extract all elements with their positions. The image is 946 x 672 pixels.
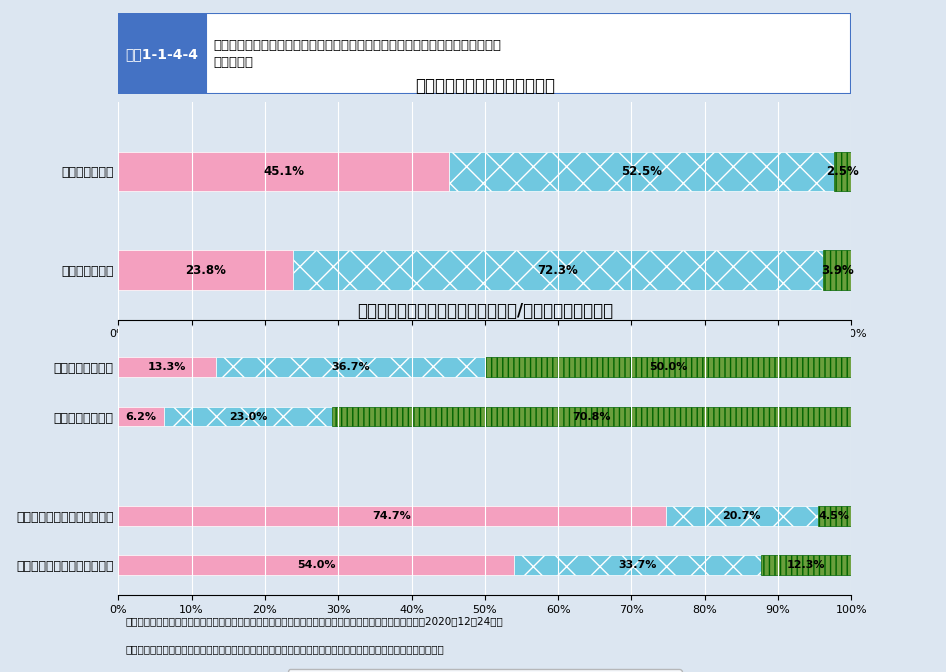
Text: 23.8%: 23.8% bbox=[185, 263, 226, 277]
Legend: オンライン教育を受けている, オンライン教育を受けていない, 分からない: オンライン教育を受けている, オンライン教育を受けていない, 分からない bbox=[329, 406, 640, 427]
Text: オンライン教育（小・中学生）とオンライン授業の受講状況（高校生／大学生・
大学院生）: オンライン教育（小・中学生）とオンライン授業の受講状況（高校生／大学生・ 大学院… bbox=[214, 39, 501, 69]
FancyBboxPatch shape bbox=[118, 13, 206, 94]
Text: 72.3%: 72.3% bbox=[537, 263, 578, 277]
Bar bbox=[118, 357, 216, 377]
Bar bbox=[484, 357, 851, 377]
Text: 36.7%: 36.7% bbox=[331, 362, 370, 372]
Text: 23.0%: 23.0% bbox=[229, 411, 267, 421]
Bar bbox=[164, 407, 332, 427]
Bar bbox=[823, 251, 851, 290]
Bar bbox=[515, 555, 762, 575]
Text: 74.7%: 74.7% bbox=[373, 511, 412, 521]
FancyBboxPatch shape bbox=[206, 13, 851, 94]
Text: 52.5%: 52.5% bbox=[621, 165, 662, 178]
Text: 50.0%: 50.0% bbox=[649, 362, 687, 372]
Text: 13.3%: 13.3% bbox=[148, 362, 186, 372]
Text: （注）　オンライン教育（小・中学生）については、保護者が小学生以上で一番年齢の低い子どもについて回答。: （注） オンライン教育（小・中学生）については、保護者が小学生以上で一番年齢の低… bbox=[126, 644, 445, 655]
Bar bbox=[118, 151, 449, 191]
Text: 54.0%: 54.0% bbox=[297, 560, 336, 570]
Bar bbox=[449, 151, 833, 191]
Text: 12.3%: 12.3% bbox=[787, 560, 826, 570]
Bar bbox=[833, 151, 852, 191]
Bar bbox=[292, 251, 823, 290]
Bar bbox=[118, 506, 666, 526]
Bar bbox=[118, 555, 515, 575]
Title: オンライン授業の受講状況（高校生/大学生・大学院生）: オンライン授業の受講状況（高校生/大学生・大学院生） bbox=[357, 302, 613, 321]
Text: 20.7%: 20.7% bbox=[723, 511, 761, 521]
Bar bbox=[216, 357, 485, 377]
Text: 資料：内閣府「第２回新型コロナウイルス感染症の影響下における生活意識・行動の変化に関する調査」（2020年12月24日）: 資料：内閣府「第２回新型コロナウイルス感染症の影響下における生活意識・行動の変化… bbox=[126, 617, 503, 626]
Bar bbox=[666, 506, 817, 526]
Bar bbox=[332, 407, 851, 427]
Text: 45.1%: 45.1% bbox=[263, 165, 304, 178]
Bar bbox=[817, 506, 850, 526]
Text: 6.2%: 6.2% bbox=[126, 411, 156, 421]
Bar bbox=[762, 555, 851, 575]
Text: 33.7%: 33.7% bbox=[619, 560, 657, 570]
Bar bbox=[118, 407, 164, 427]
Text: 70.8%: 70.8% bbox=[572, 411, 611, 421]
Text: 4.5%: 4.5% bbox=[818, 511, 850, 521]
Text: 3.9%: 3.9% bbox=[821, 263, 853, 277]
Title: オンライン教育（小・中学生）: オンライン教育（小・中学生） bbox=[415, 77, 554, 95]
Bar bbox=[118, 251, 292, 290]
Text: 2.5%: 2.5% bbox=[827, 165, 859, 178]
Text: 図表1-1-4-4: 図表1-1-4-4 bbox=[126, 47, 199, 61]
Legend: 通常通りの授業をオンライン授業で受講した, 一部の授業をオンライン授業で受講した, 受講していない: 通常通りの授業をオンライン授業で受講した, 一部の授業をオンライン授業で受講した… bbox=[288, 669, 682, 672]
